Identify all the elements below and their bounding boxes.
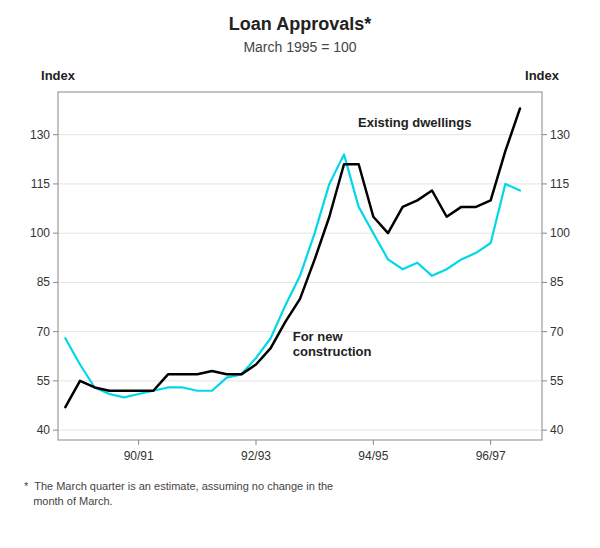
series-label: Existing dwellings (358, 115, 471, 130)
y2-tick (542, 183, 547, 184)
y2-tick (542, 331, 547, 332)
x-tick-label: 96/97 (476, 449, 506, 463)
x-tick-label: 92/93 (241, 449, 271, 463)
x-tick (490, 440, 491, 445)
grid-line (58, 282, 542, 283)
y-tick (53, 134, 58, 135)
y2-tick-label: 100 (550, 226, 570, 240)
y2-axis-label: Index (525, 68, 560, 83)
y-tick (53, 233, 58, 234)
y2-tick-label: 85 (550, 275, 564, 289)
y-tick (53, 380, 58, 381)
x-tick-label: 94/95 (358, 449, 388, 463)
y2-tick (542, 134, 547, 135)
y2-tick (542, 233, 547, 234)
grid-line (58, 233, 542, 234)
x-tick (373, 440, 374, 445)
grid-line (58, 380, 542, 381)
grid-line (58, 134, 542, 135)
grid-line (58, 183, 542, 184)
footnote: * The March quarter is an estimate, assu… (24, 480, 333, 507)
y2-tick-label: 130 (550, 128, 570, 142)
subtitle: March 1995 = 100 (243, 39, 356, 55)
y2-tick-label: 115 (550, 177, 569, 191)
x-tick (138, 440, 139, 445)
series-line (65, 154, 520, 397)
y2-tick (542, 430, 547, 431)
y2-tick (542, 380, 547, 381)
plot-area (65, 108, 520, 407)
y-axis-label: Index (41, 68, 76, 83)
y2-tick-label: 40 (550, 423, 564, 437)
y-tick (53, 331, 58, 332)
y-tick-label: 130 (30, 128, 50, 142)
y-tick-label: 115 (31, 177, 50, 191)
y-tick-label: 85 (37, 275, 51, 289)
plot-frame (58, 92, 542, 440)
y2-tick-label: 70 (550, 325, 564, 339)
series-line (65, 108, 520, 407)
chart: Loan Approvals* March 1995 = 100 Index Inde… (0, 0, 600, 548)
footnote-line: * The March quarter is an estimate, assu… (24, 480, 333, 492)
title: Loan Approvals* (229, 14, 371, 34)
x-tick-label: 90/91 (124, 449, 154, 463)
y-tick-label: 40 (37, 423, 51, 437)
series-label-line: For new (293, 329, 344, 344)
y2-tick (542, 282, 547, 283)
grid-line (58, 430, 542, 431)
y-tick (53, 282, 58, 283)
series-label-line: Existing dwellings (358, 115, 471, 130)
y-tick-label: 100 (30, 226, 50, 240)
y-tick-label: 70 (37, 325, 51, 339)
series-label-line: construction (293, 344, 372, 359)
y-tick (53, 183, 58, 184)
y-tick (53, 430, 58, 431)
y2-tick-label: 55 (550, 374, 564, 388)
x-tick (256, 440, 257, 445)
y-tick-label: 55 (37, 374, 51, 388)
series-label: For newconstruction (293, 329, 372, 359)
footnote-line: month of March. (24, 495, 113, 507)
